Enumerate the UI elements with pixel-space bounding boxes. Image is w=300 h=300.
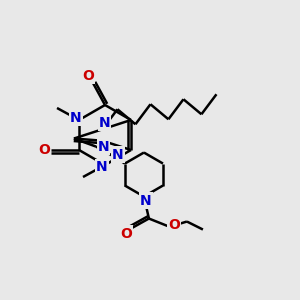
Text: O: O xyxy=(168,218,180,232)
Text: N: N xyxy=(140,194,152,208)
Text: O: O xyxy=(82,69,94,83)
Text: N: N xyxy=(99,116,110,130)
Text: N: N xyxy=(112,148,124,161)
Text: O: O xyxy=(38,143,50,157)
Text: N: N xyxy=(70,111,82,125)
Text: N: N xyxy=(96,160,108,174)
Text: N: N xyxy=(98,140,109,154)
Text: O: O xyxy=(120,226,132,241)
